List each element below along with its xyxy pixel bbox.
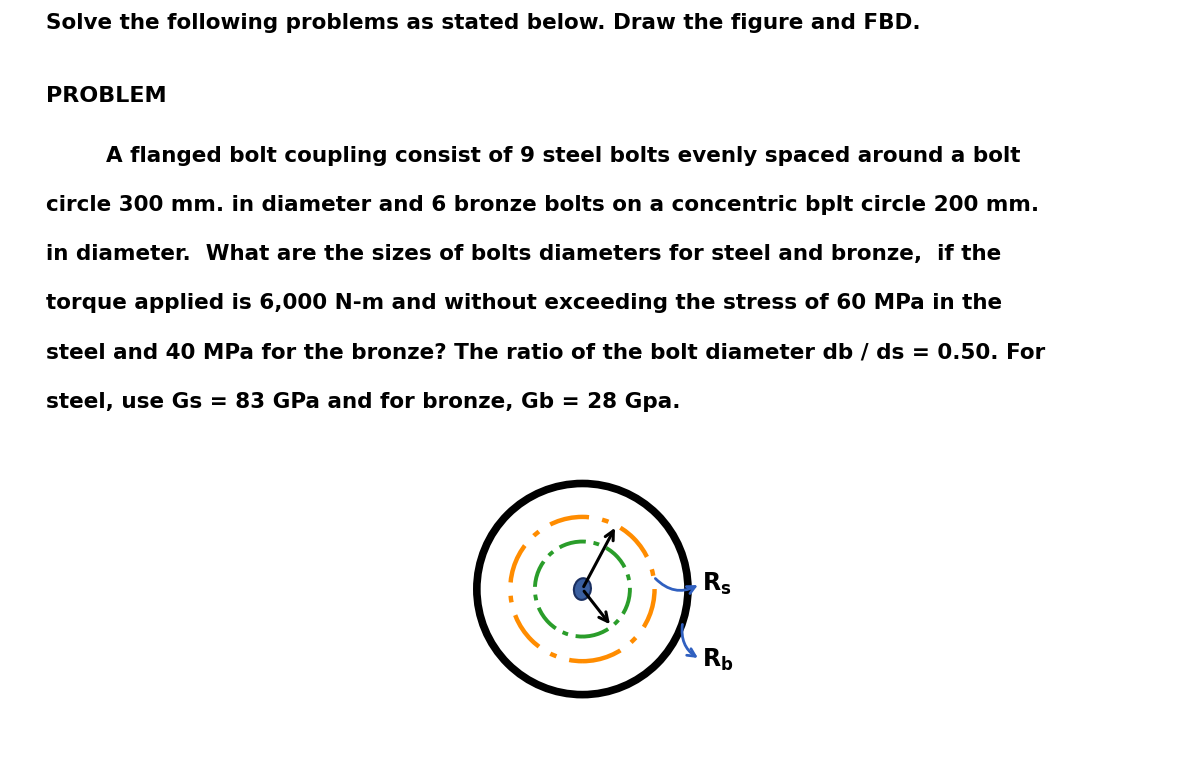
Text: steel, use Gs = 83 GPa and for bronze, Gb = 28 Gpa.: steel, use Gs = 83 GPa and for bronze, G…	[46, 392, 680, 412]
Text: circle 300 mm. in diameter and 6 bronze bolts on a concentric bplt circle 200 mm: circle 300 mm. in diameter and 6 bronze …	[46, 195, 1039, 215]
Text: in diameter.  What are the sizes of bolts diameters for steel and bronze,  if th: in diameter. What are the sizes of bolts…	[46, 244, 1001, 264]
Text: PROBLEM: PROBLEM	[46, 86, 167, 106]
Text: R$_\mathbf{b}$: R$_\mathbf{b}$	[702, 646, 733, 672]
Text: R$_\mathbf{s}$: R$_\mathbf{s}$	[702, 571, 732, 597]
Ellipse shape	[574, 578, 590, 600]
Text: A flanged bolt coupling consist of 9 steel bolts evenly spaced around a bolt: A flanged bolt coupling consist of 9 ste…	[46, 145, 1020, 166]
Text: Solve the following problems as stated below. Draw the figure and FBD.: Solve the following problems as stated b…	[46, 13, 920, 33]
Text: steel and 40 MPa for the bronze? The ratio of the bolt diameter db / ds = 0.50. : steel and 40 MPa for the bronze? The rat…	[46, 343, 1045, 363]
Text: torque applied is 6,000 N-m and without exceeding the stress of 60 MPa in the: torque applied is 6,000 N-m and without …	[46, 294, 1002, 314]
